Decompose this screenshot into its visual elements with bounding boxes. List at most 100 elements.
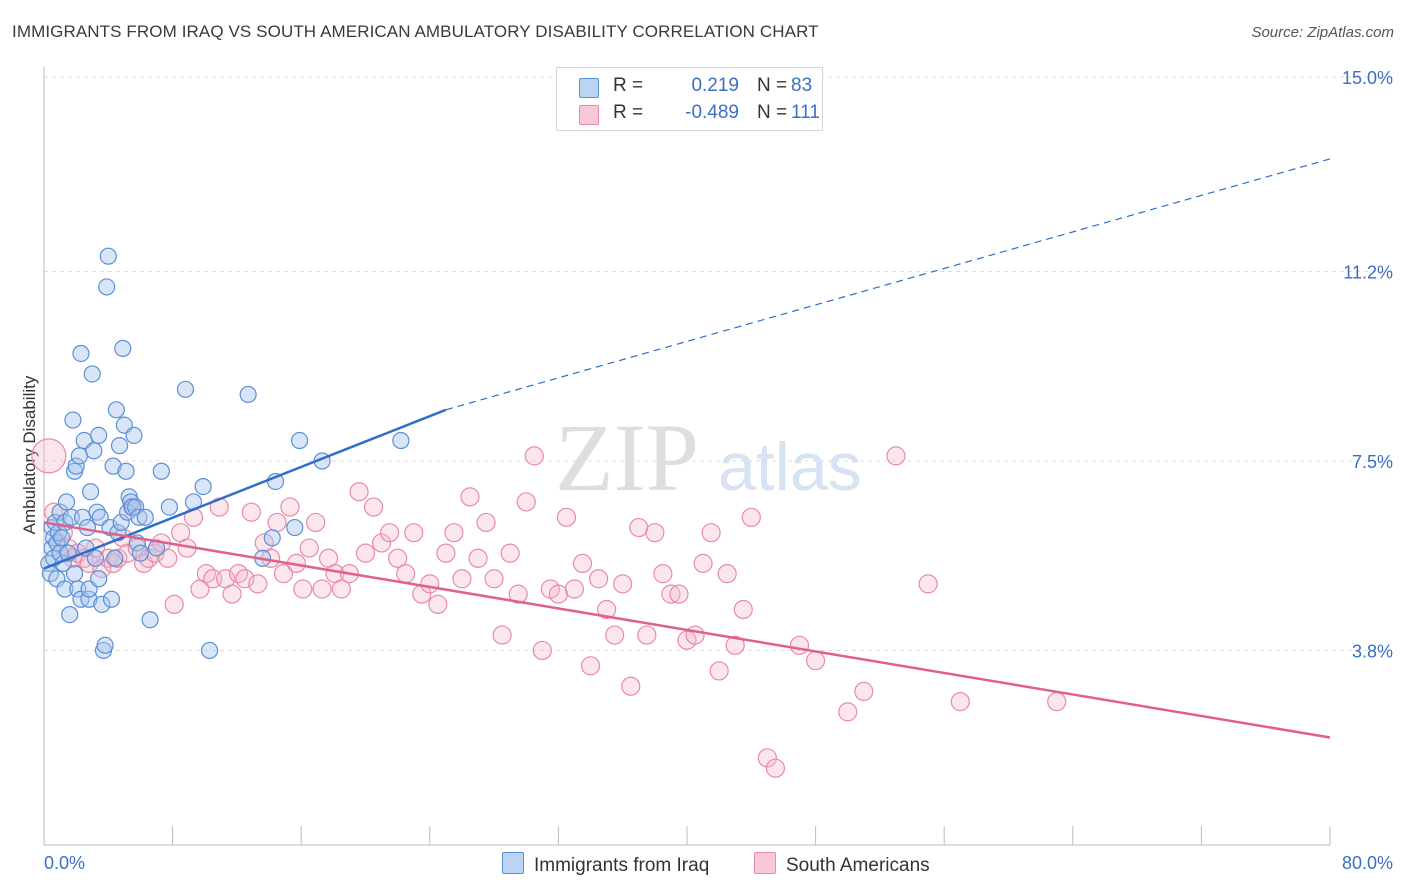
data-point-iraq xyxy=(110,437,129,455)
data-point-iraq xyxy=(61,605,79,624)
y-axis-label: Ambulatory Disability xyxy=(20,375,39,534)
legend-swatch-south xyxy=(579,105,599,125)
data-point-south-american xyxy=(532,640,552,661)
data-point-south-american xyxy=(789,635,810,655)
data-point-south-american xyxy=(564,579,585,599)
source-label: Source: ZipAtlas.com xyxy=(1251,24,1394,41)
bottom-legend-iraq: Immigrants from Iraq xyxy=(502,852,709,877)
y-axis-title: Ambulatory Disability xyxy=(20,375,39,534)
data-point-south-american xyxy=(222,584,242,604)
data-point-iraq xyxy=(106,549,124,567)
data-point-south-american xyxy=(122,497,143,517)
data-point-south-american xyxy=(444,523,464,543)
data-point-south-american xyxy=(31,438,67,474)
data-point-iraq xyxy=(286,518,304,537)
data-point-south-american xyxy=(685,625,705,645)
data-point-iraq xyxy=(90,570,108,588)
axes xyxy=(43,67,1331,846)
bottom-legend-south: South Americans xyxy=(754,852,930,877)
data-point-iraq xyxy=(152,462,170,480)
data-point-south-american xyxy=(548,584,569,604)
legend-r-value: -0.489 xyxy=(685,102,739,123)
data-point-iraq xyxy=(65,565,84,583)
data-point-iraq xyxy=(67,457,85,475)
data-point-iraq xyxy=(70,447,88,465)
data-point-south-american xyxy=(460,487,480,507)
watermark-zip: ZIP xyxy=(555,404,699,511)
data-point-south-american xyxy=(500,543,520,563)
data-point-iraq xyxy=(112,513,130,532)
data-point-iraq xyxy=(80,590,98,608)
y-tick-label: 15.0% xyxy=(1342,68,1393,88)
data-point-south-american xyxy=(420,574,440,594)
data-point-south-american xyxy=(267,512,287,533)
data-point-south-american xyxy=(235,569,255,589)
data-point-south-american xyxy=(312,579,332,599)
data-point-south-american xyxy=(248,574,268,594)
data-point-south-american xyxy=(380,523,400,543)
data-point-iraq xyxy=(200,641,219,660)
data-point-south-american xyxy=(629,517,649,538)
data-point-iraq xyxy=(125,426,143,444)
data-point-iraq xyxy=(90,426,108,444)
data-point-iraq xyxy=(88,503,106,521)
data-point-south-american xyxy=(717,564,737,584)
data-point-iraq xyxy=(64,411,82,429)
data-point-south-american xyxy=(588,569,609,589)
data-point-south-american xyxy=(484,569,504,589)
data-point-iraq xyxy=(85,442,103,460)
legend-r-label: R = xyxy=(613,75,644,96)
data-point-iraq xyxy=(136,508,154,526)
data-point-iraq xyxy=(117,462,135,480)
data-point-south-american xyxy=(476,512,496,533)
trend-line-iraq-extension xyxy=(445,158,1331,411)
data-point-south-american xyxy=(492,625,512,645)
data-point-iraq xyxy=(107,401,125,419)
data-point-south-american xyxy=(436,543,456,563)
data-point-iraq xyxy=(392,431,410,450)
data-point-iraq xyxy=(72,344,90,363)
legend-r-label: R = xyxy=(613,102,644,123)
series-immigrants-from-iraq xyxy=(40,247,410,660)
data-point-south-american xyxy=(349,482,369,502)
correlation-legend: R = 0.219 N = 83 R = -0.489 N = 111 xyxy=(556,67,823,131)
data-point-south-american xyxy=(331,579,351,599)
data-point-south-american xyxy=(468,548,488,568)
data-point-south-american xyxy=(645,523,665,543)
data-point-south-american xyxy=(701,523,721,543)
data-point-iraq xyxy=(53,529,71,547)
legend-n-label: N = xyxy=(757,75,788,96)
trend-lines xyxy=(43,158,1331,739)
data-point-south-american xyxy=(605,625,625,645)
data-point-iraq xyxy=(82,483,100,501)
data-point-south-american xyxy=(293,579,313,599)
legend-r-value: 0.219 xyxy=(691,75,739,96)
data-point-iraq xyxy=(99,247,117,265)
x-tick-label: 0.0% xyxy=(44,853,85,873)
data-point-south-american xyxy=(196,564,216,584)
data-point-south-american xyxy=(918,574,938,594)
data-point-iraq xyxy=(176,380,195,398)
data-point-iraq xyxy=(130,508,148,526)
data-point-south-american xyxy=(158,548,178,568)
legend-n-label: N = xyxy=(757,102,788,123)
data-point-iraq xyxy=(194,478,212,496)
data-point-iraq xyxy=(93,595,111,613)
watermark-atlas: atlas xyxy=(718,429,862,505)
bottom-legend-swatch-south xyxy=(754,852,776,874)
data-point-south-american xyxy=(355,543,376,563)
data-point-south-american xyxy=(241,502,261,522)
data-point-south-american xyxy=(280,497,300,517)
data-point-south-american xyxy=(741,507,761,527)
x-tick-labels: 0.0% 80.0% xyxy=(44,853,1393,873)
y-tick-label: 7.5% xyxy=(1352,452,1393,472)
trend-line-iraq xyxy=(43,408,447,570)
data-point-south-american xyxy=(597,599,617,620)
data-point-iraq xyxy=(96,636,114,654)
data-point-south-american xyxy=(164,594,184,614)
data-point-south-american xyxy=(580,656,601,676)
data-point-south-american xyxy=(733,599,753,620)
data-point-iraq xyxy=(104,457,122,475)
data-point-iraq xyxy=(263,529,281,547)
